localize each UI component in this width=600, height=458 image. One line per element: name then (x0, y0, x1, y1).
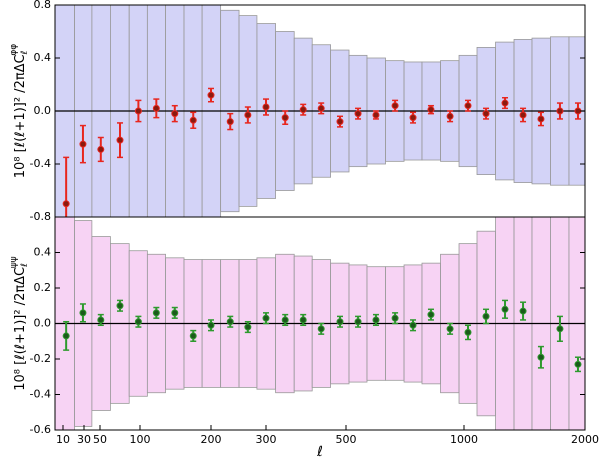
data-point (134, 107, 142, 115)
data-point (464, 102, 472, 110)
data-point (152, 104, 160, 112)
data-point (226, 118, 234, 126)
data-point (354, 318, 362, 326)
data-point (372, 316, 380, 324)
data-point (189, 332, 197, 340)
data-point (427, 106, 435, 114)
data-point (62, 332, 70, 340)
data-point (354, 110, 362, 118)
y-label-sup: φφ (9, 44, 19, 56)
y-label-text: 10⁸ [ℓ(ℓ+1)]² /2πΔC (13, 54, 28, 178)
plot-area (55, 5, 585, 217)
data-point (391, 314, 399, 322)
data-point (244, 323, 252, 331)
y-tick-label: 0.4 (34, 51, 52, 64)
data-point (336, 318, 344, 326)
y-tick-label: -0.4 (30, 157, 51, 170)
y-tick-label: -0.8 (30, 210, 51, 223)
x-tick-label: 1000 (450, 433, 478, 446)
data-point (556, 107, 564, 115)
data-point (427, 311, 435, 319)
data-point (244, 111, 252, 119)
y-tick-label: -0.2 (30, 352, 51, 365)
data-point (262, 103, 270, 111)
data-point (482, 312, 490, 320)
data-point (152, 309, 160, 317)
data-point (464, 328, 472, 336)
plot-area (55, 217, 585, 430)
data-point (116, 136, 124, 144)
x-tick-label: 300 (256, 433, 277, 446)
data-point (556, 325, 564, 333)
data-point (134, 318, 142, 326)
data-point (409, 114, 417, 122)
data-point (537, 115, 545, 123)
x-tick-label: 10 (56, 433, 70, 446)
data-point (317, 104, 325, 112)
data-point (519, 111, 527, 119)
data-point (537, 353, 545, 361)
x-tick-label: 100 (130, 433, 151, 446)
x-tick-label: 500 (336, 433, 357, 446)
data-point (391, 102, 399, 110)
x-tick-label: 2000 (571, 433, 599, 446)
y-tick-label: -0.6 (30, 423, 51, 436)
data-point (62, 200, 70, 208)
y-tick-label: 0.4 (34, 246, 52, 259)
data-point (262, 314, 270, 322)
x-tick-label: 50 (93, 433, 107, 446)
data-point (482, 110, 490, 118)
y-tick-label: 0.8 (34, 0, 52, 11)
data-point (79, 140, 87, 148)
data-point (207, 321, 215, 329)
data-point (299, 106, 307, 114)
data-point (409, 321, 417, 329)
data-point (372, 111, 380, 119)
data-point (446, 112, 454, 120)
x-tick-label: 200 (201, 433, 222, 446)
y-label-sub: ℓ (20, 263, 30, 268)
data-point (207, 91, 215, 99)
data-point (446, 325, 454, 333)
data-point (281, 114, 289, 122)
data-point (97, 316, 105, 324)
y-axis-label: 10⁸ [ℓ(ℓ+1)]² /2πΔCℓφφ (9, 44, 30, 179)
data-point (317, 325, 325, 333)
y-tick-label: -0.4 (30, 388, 51, 401)
data-point (574, 360, 582, 368)
x-axis-label: ℓ (316, 444, 323, 458)
data-point (281, 316, 289, 324)
data-point (79, 309, 87, 317)
y-tick-label: 0.0 (34, 317, 52, 330)
y-label-sup: ψψ (9, 256, 19, 268)
y-label-sub: ℓ (20, 51, 30, 56)
y-label-text: 10⁸ [ℓ(ℓ+1)]² /2πΔC (13, 267, 28, 391)
data-point (501, 99, 509, 107)
data-point (189, 116, 197, 124)
data-point (171, 110, 179, 118)
x-tick-label: 30 (77, 433, 91, 446)
y-tick-label: 0.0 (34, 104, 52, 117)
y-axis-label: 10⁸ [ℓ(ℓ+1)]² /2πΔCℓψψ (9, 256, 30, 391)
y-tick-label: 0.2 (34, 281, 52, 294)
data-point (299, 316, 307, 324)
data-point (171, 309, 179, 317)
data-point (519, 307, 527, 315)
data-point (336, 118, 344, 126)
data-point (97, 145, 105, 153)
data-point (226, 318, 234, 326)
data-point (501, 305, 509, 313)
data-point (116, 302, 124, 310)
